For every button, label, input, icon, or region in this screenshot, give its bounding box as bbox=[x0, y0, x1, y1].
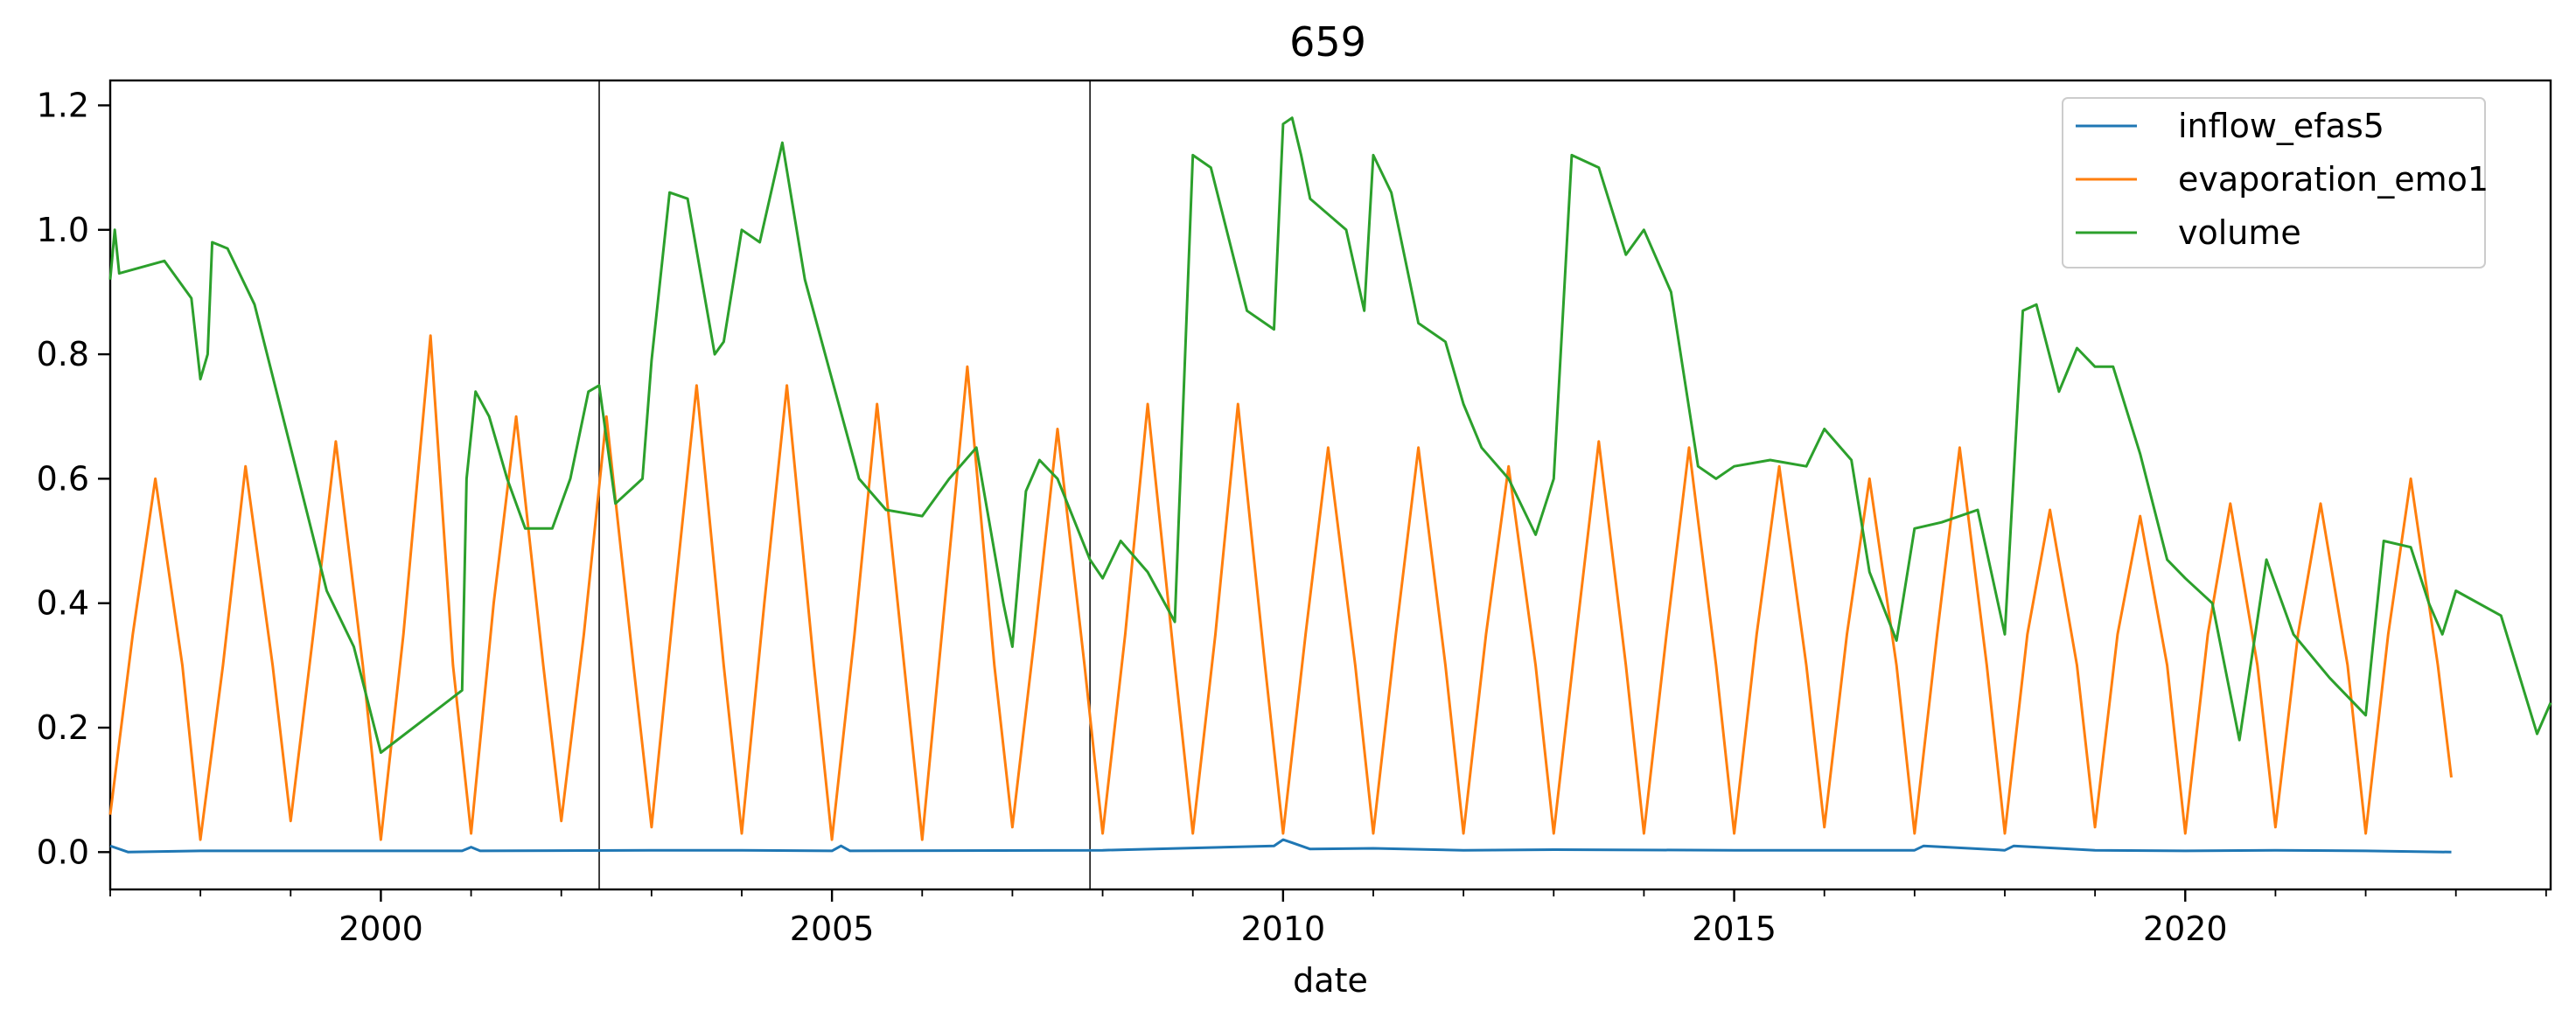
x-tick-label: 2005 bbox=[790, 910, 875, 948]
y-tick-label: 0.0 bbox=[37, 833, 89, 871]
series-line-inflow_efas5 bbox=[109, 838, 2452, 854]
x-tick-label: 2010 bbox=[1240, 910, 1325, 948]
x-tick-label: 2020 bbox=[2143, 910, 2228, 948]
x-tick-label: 2000 bbox=[339, 910, 423, 948]
y-tick-label: 0.8 bbox=[37, 335, 89, 373]
legend-label-volume: volume bbox=[2178, 213, 2301, 252]
y-tick-label: 0.2 bbox=[37, 708, 89, 747]
y-tick-label: 0.6 bbox=[37, 459, 89, 498]
chart-title: 659 bbox=[1289, 18, 1366, 66]
series-line-volume bbox=[108, 116, 2552, 754]
legend-box bbox=[2062, 97, 2486, 268]
x-axis-title: date bbox=[1293, 961, 1368, 1000]
legend-label-evaporation_emo1: evaporation_emo1 bbox=[2178, 160, 2489, 199]
x-axis: 2000 2005 2010 2015 2020 bbox=[109, 889, 2547, 948]
y-tick-label: 1.0 bbox=[37, 211, 89, 249]
series-layer bbox=[108, 116, 2552, 854]
y-axis: 0.0 0.2 0.4 0.6 0.8 1.0 1.2 bbox=[37, 86, 110, 871]
x-tick-label: 2015 bbox=[1692, 910, 1777, 948]
y-tick-label: 0.4 bbox=[37, 584, 89, 623]
series-line-evaporation_emo1 bbox=[108, 334, 2453, 841]
y-tick-label: 1.2 bbox=[37, 86, 89, 124]
legend-label-inflow_efas5: inflow_efas5 bbox=[2178, 107, 2384, 145]
